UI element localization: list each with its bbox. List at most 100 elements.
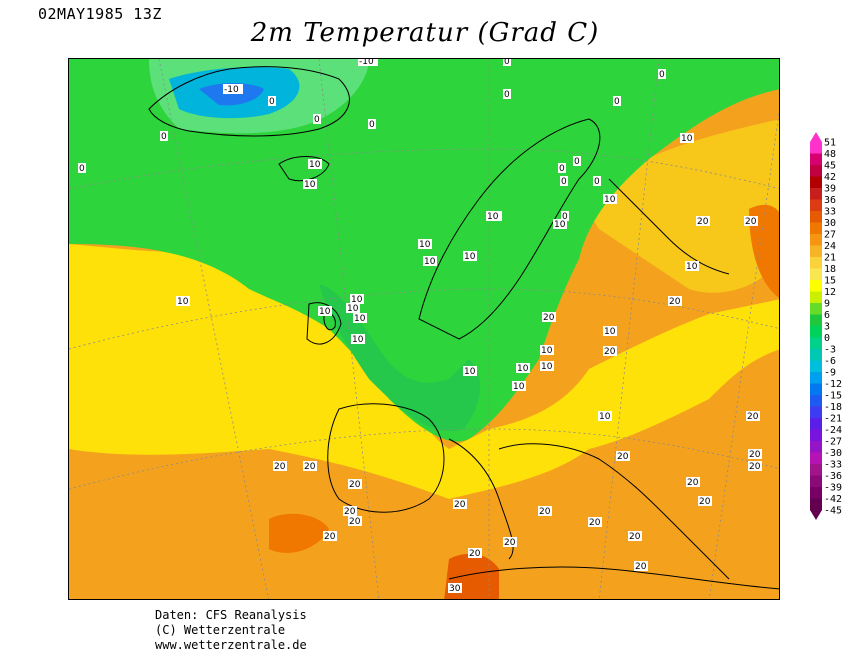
legend-swatch <box>810 429 822 442</box>
isotherm-label-bg <box>318 306 332 316</box>
legend-tick-label: 48 <box>824 149 836 160</box>
isotherm-label-bg <box>343 506 357 516</box>
isotherm-label-bg <box>78 163 86 173</box>
isotherm-label: 10 <box>464 252 476 262</box>
hot-spot-east <box>749 204 779 298</box>
isotherm-label-bg <box>368 119 376 129</box>
hot-spot-iberia <box>269 513 329 553</box>
isotherm-label-bg <box>348 479 362 489</box>
legend-swatch <box>810 257 822 269</box>
isotherm-label-bg <box>486 211 500 221</box>
legend-tick-label: 12 <box>824 287 836 298</box>
isotherm-label: 0 <box>314 115 320 125</box>
isotherm-label-bg <box>744 216 758 226</box>
legend-tick-label: 3 <box>824 322 830 333</box>
isotherm-label-bg <box>588 517 602 527</box>
isotherm-label: -10 <box>359 59 374 67</box>
isotherm-label: 10 <box>347 304 359 314</box>
legend-tick-label: -18 <box>824 402 842 413</box>
legend-tick-label: 36 <box>824 195 836 206</box>
isotherm-label-bg <box>542 312 556 322</box>
isotherm-label: 10 <box>513 382 525 392</box>
isotherm-label: 10 <box>309 160 321 170</box>
legend-tick-label: -39 <box>824 483 842 494</box>
legend-tick-label: -27 <box>824 437 842 448</box>
legend-swatch <box>810 337 822 350</box>
isotherm-label: 20 <box>749 462 761 472</box>
isotherm-label: 0 <box>504 59 510 67</box>
legend-tick-label: -42 <box>824 494 842 505</box>
legend-tick-label: 9 <box>824 299 830 310</box>
isotherm-label: 10 <box>599 412 611 422</box>
isotherm-label-bg <box>748 461 762 471</box>
legend-arrow-top <box>810 132 822 142</box>
isotherm-label: 20 <box>687 478 699 488</box>
legend-swatch <box>810 464 822 476</box>
legend-tick-label: 0 <box>824 333 830 344</box>
isotherm-label-bg <box>268 96 276 106</box>
isotherm-label-bg <box>560 176 568 186</box>
color-legend: 51 48 45 42 39 36 33 30 27 24 21 18 15 12 9 6 3 0 -3 -6 -9 -1… <box>805 130 850 530</box>
isotherm-label-bg <box>558 163 566 173</box>
legend-swatch <box>810 452 822 465</box>
legend-tick-label: -30 <box>824 448 842 459</box>
isotherm-label-bg <box>308 159 322 169</box>
temperature-map: -10 -10 0 0 0 0 0 0 0 0 0 0 0 0 0 10 0 10 10 10 10 10 10 10 10 10… <box>68 58 780 600</box>
legend-tick-label: 15 <box>824 276 836 287</box>
isotherm-label-bg <box>538 506 552 516</box>
isotherm-label: 10 <box>354 314 366 324</box>
isotherm-label-bg <box>634 561 648 571</box>
isotherm-label: 20 <box>344 507 356 517</box>
isotherm-label: 0 <box>594 177 600 187</box>
isotherm-label-bg <box>603 326 617 336</box>
legend-swatch <box>810 222 822 235</box>
isotherm-label-bg <box>503 59 511 66</box>
legend-swatch <box>810 234 822 246</box>
isotherm-label: 10 <box>351 295 363 305</box>
legend-tick-label: -33 <box>824 460 842 471</box>
isotherm-label-bg <box>353 313 367 323</box>
legend-swatch <box>810 418 822 430</box>
isotherm-label: 10 <box>304 180 316 190</box>
legend-swatch <box>810 395 822 407</box>
isotherm-label-bg <box>223 84 243 94</box>
isotherm-label-bg <box>696 216 710 226</box>
isotherm-label: 10 <box>424 257 436 267</box>
isotherm-label-bg <box>463 251 477 261</box>
legend-swatch <box>810 314 822 327</box>
isotherm-label: 0 <box>614 97 620 107</box>
legend-swatch <box>810 326 822 338</box>
isotherm-label-bg <box>303 461 317 471</box>
legend-tick-label: -12 <box>824 379 842 390</box>
legend-swatch <box>810 441 822 453</box>
legend-swatch <box>810 211 822 223</box>
isotherm-label-bg <box>512 381 526 391</box>
isotherm-label-bg <box>573 156 581 166</box>
yellow-band <box>69 244 779 499</box>
isotherm-label: 10 <box>604 327 616 337</box>
isotherm-label: 20 <box>697 217 709 227</box>
isotherm-label: 10 <box>686 262 698 272</box>
isotherm-label: 20 <box>349 517 361 527</box>
graticule <box>69 59 779 599</box>
isotherm-label: 20 <box>539 507 551 517</box>
legend-tick-label: -6 <box>824 356 836 367</box>
legend-tick-label: -45 <box>824 506 842 517</box>
isotherm-label-bg <box>746 411 760 421</box>
isotherm-label: 10 <box>517 364 529 374</box>
greenland-coldest <box>199 83 264 106</box>
isotherm-label: 10 <box>554 220 566 230</box>
isotherm-label: 20 <box>604 347 616 357</box>
east-yellow <box>579 119 779 293</box>
legend-swatch <box>810 165 822 177</box>
isotherm-label: 20 <box>304 462 316 472</box>
isotherm-label: 0 <box>559 164 565 174</box>
legend-swatch <box>810 372 822 384</box>
isotherm-label-bg <box>540 361 554 371</box>
credits-url: www.wetterzentrale.de <box>155 638 307 652</box>
legend-arrow-bottom <box>810 510 822 520</box>
isotherm-label-bg <box>350 294 364 304</box>
isotherm-label: 30 <box>449 584 461 594</box>
legend-canvas: 51484542393633302724211815129630-3-6-9-1… <box>810 132 842 520</box>
isotherm-label-bg <box>561 211 569 221</box>
